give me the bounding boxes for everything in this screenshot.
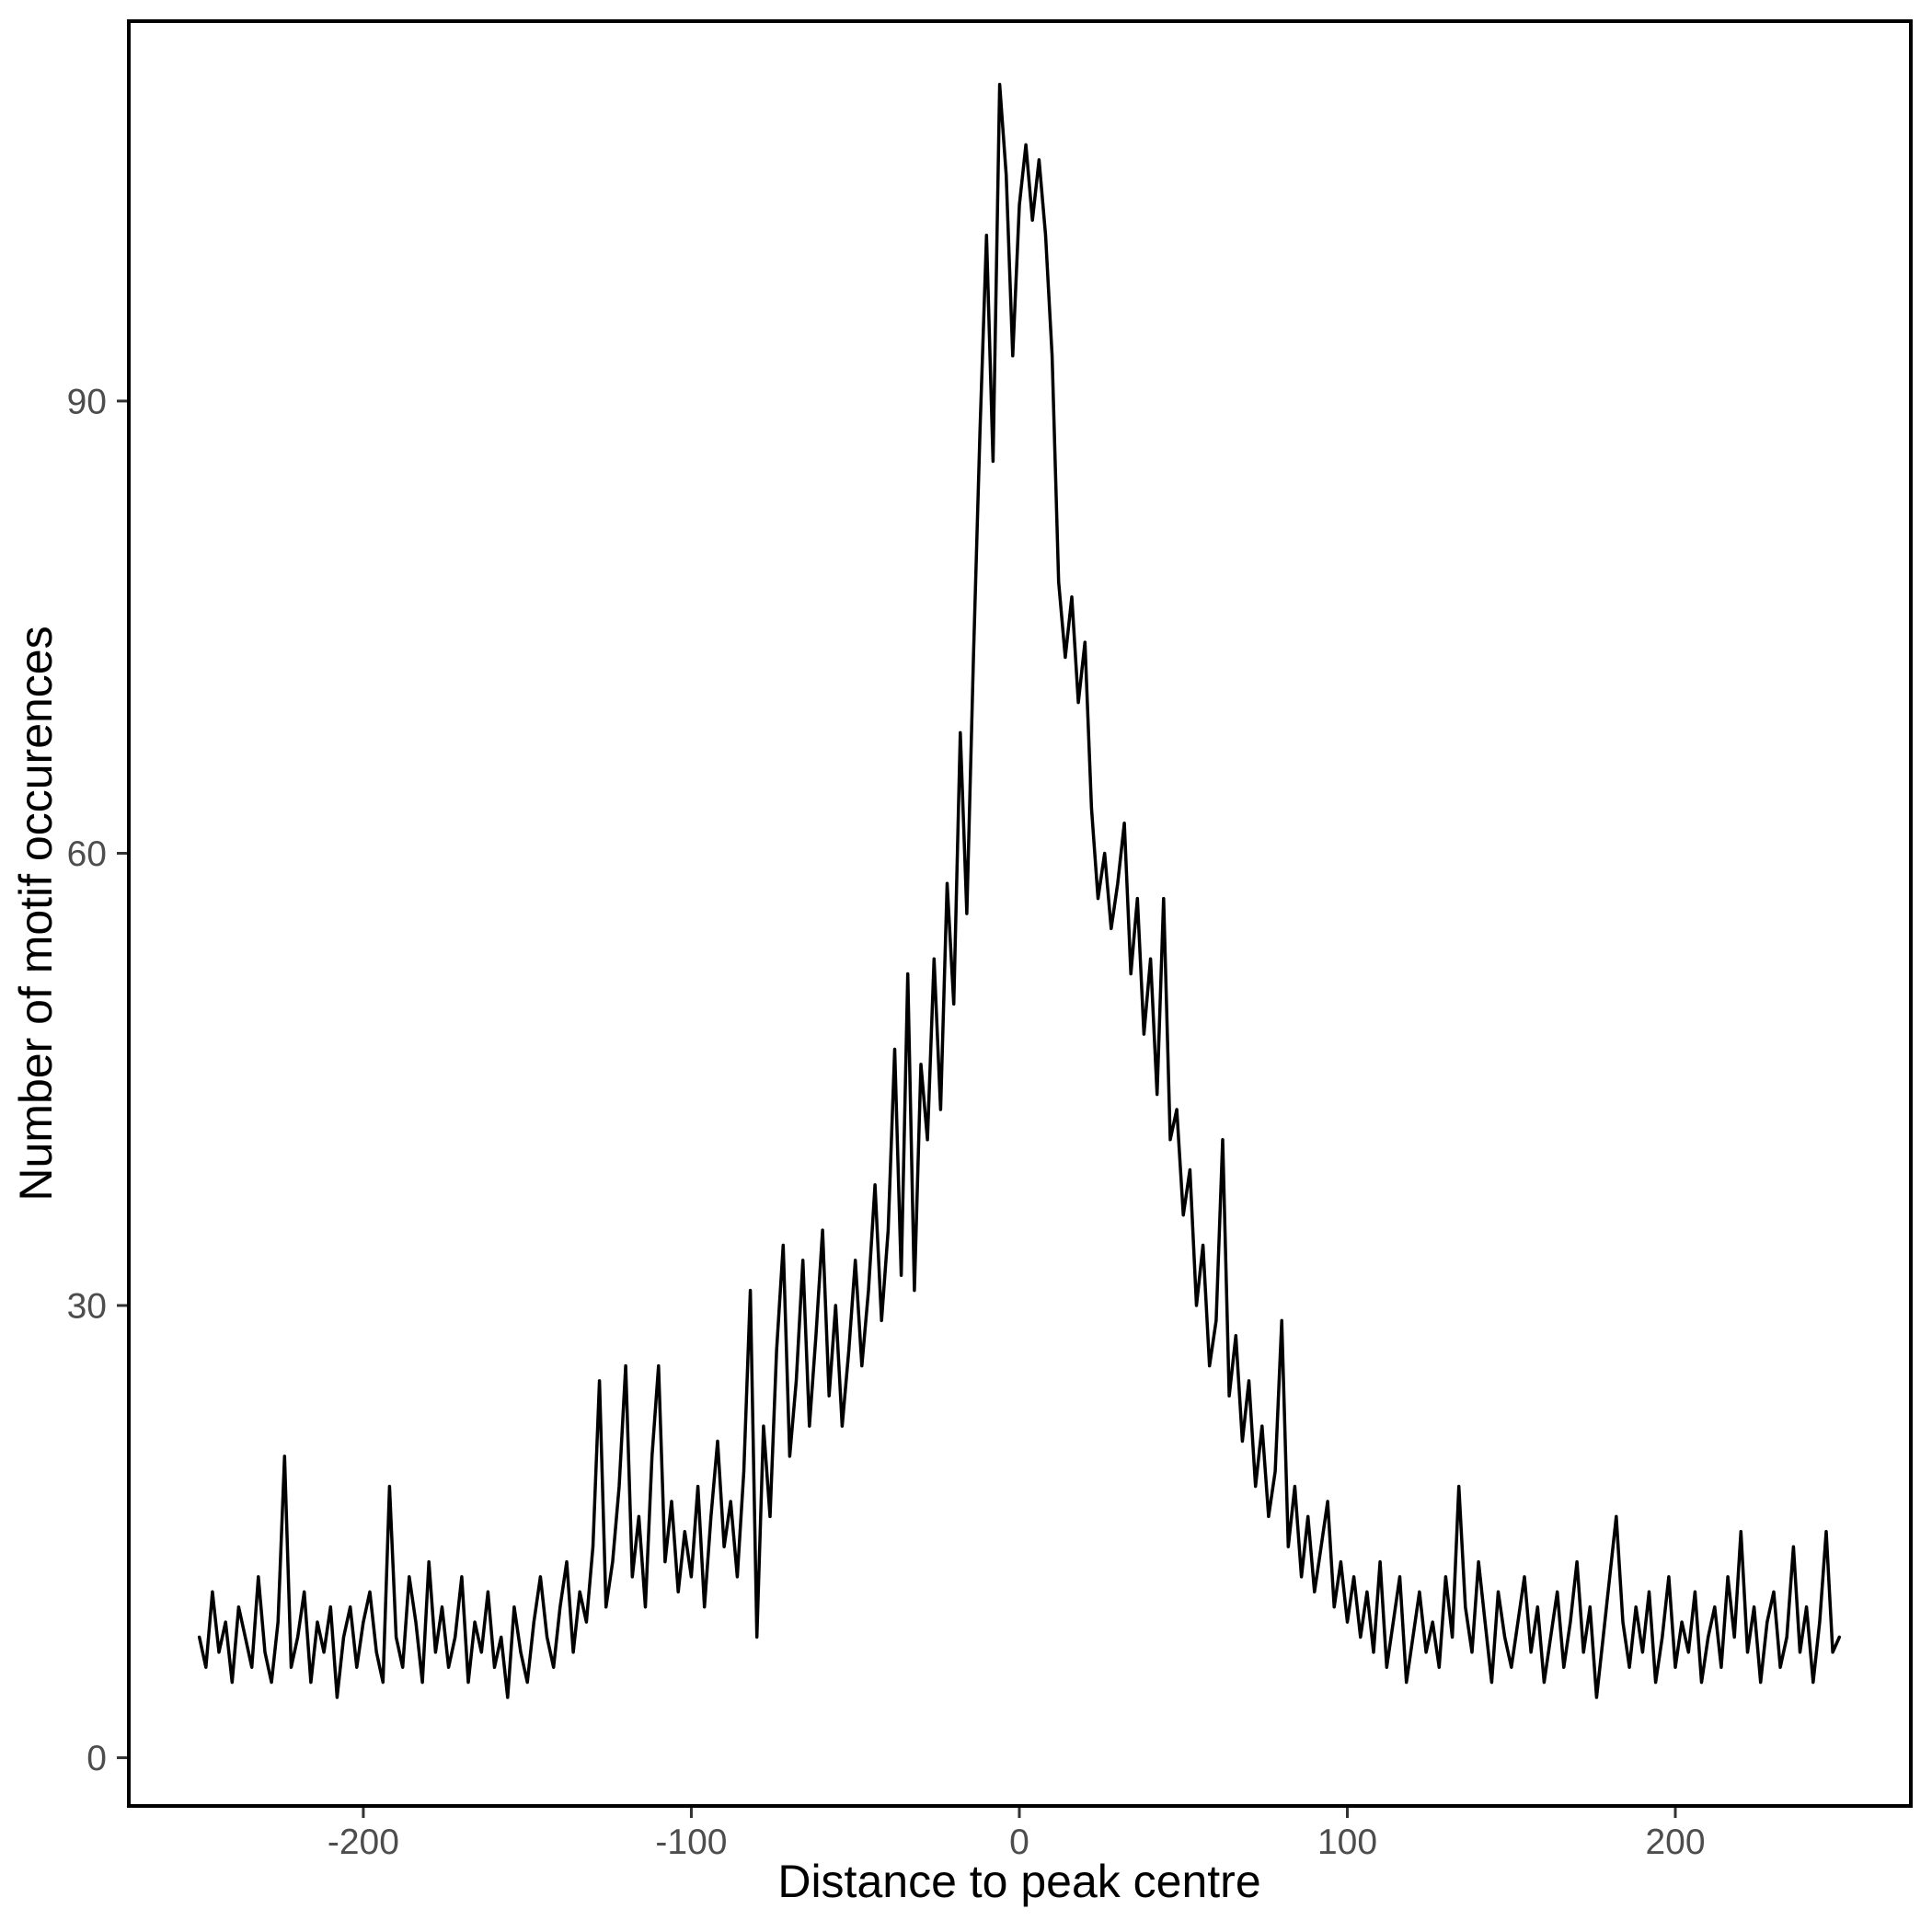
- y-tick-label: 0: [86, 1739, 107, 1778]
- y-tick-label: 60: [67, 834, 107, 874]
- data-line: [197, 83, 1842, 1699]
- panel-border: [127, 19, 1913, 1808]
- y-axis-title: Number of motif occurences: [10, 626, 62, 1201]
- x-tick-label: -100: [655, 1823, 727, 1862]
- y-tick-label: 30: [67, 1287, 107, 1327]
- x-tick-label: 0: [1009, 1823, 1029, 1862]
- x-tick-label: 100: [1317, 1823, 1377, 1862]
- x-axis-title: Distance to peak centre: [777, 1856, 1260, 1907]
- y-axis: 0 30 60 90: [67, 383, 129, 1778]
- x-tick-label: -200: [328, 1823, 399, 1862]
- y-tick-label: 90: [67, 383, 107, 422]
- x-tick-label: 200: [1645, 1823, 1705, 1862]
- x-axis: -200 -100 0 100 200: [328, 1806, 1706, 1862]
